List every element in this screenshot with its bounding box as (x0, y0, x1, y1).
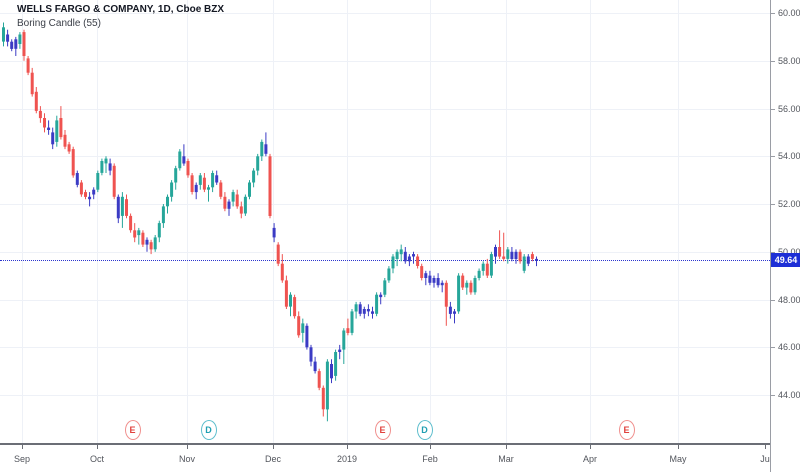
time-label: Feb (422, 454, 438, 464)
symbol-title[interactable]: WELLS FARGO & COMPANY, 1D, Cboe BZX (17, 4, 225, 15)
v-gridline (97, 0, 98, 443)
time-tick (273, 445, 274, 449)
time-tick (187, 445, 188, 449)
v-gridline (187, 0, 188, 443)
time-tick (22, 445, 23, 449)
price-label: 54.00 (778, 151, 800, 162)
v-gridline (678, 0, 679, 443)
h-gridline (0, 108, 770, 110)
price-label: 48.00 (778, 294, 800, 305)
h-gridline (0, 347, 770, 349)
h-gridline (0, 204, 770, 205)
h-gridline (0, 395, 770, 396)
price-label: 50.00 (778, 246, 800, 257)
price-label: 46.00 (778, 342, 800, 353)
time-label: Mar (498, 454, 514, 464)
v-gridline (506, 0, 507, 443)
time-tick (678, 445, 679, 449)
dividend-marker[interactable]: D (200, 420, 217, 440)
h-gridline (0, 299, 770, 301)
time-label: Nov (178, 454, 196, 464)
price-label: 52.00 (778, 199, 800, 209)
h-gridline (0, 251, 770, 253)
dividend-marker[interactable]: D (416, 420, 433, 440)
earnings-marker[interactable]: E (618, 420, 635, 440)
price-tick (771, 204, 775, 205)
price-tick (771, 108, 775, 110)
time-axis[interactable]: Sep Oct Nov Dec 2019 Feb Mar Apr May Ju (0, 443, 800, 474)
v-gridline (273, 0, 274, 443)
price-tick (771, 60, 775, 62)
time-tick (506, 445, 507, 449)
v-gridline (590, 0, 591, 443)
time-label: Apr (582, 454, 598, 464)
time-tick (765, 445, 766, 449)
earnings-marker[interactable]: E (124, 420, 141, 440)
time-tick (430, 445, 431, 449)
time-tick (97, 445, 98, 449)
v-gridline (347, 0, 348, 443)
time-tick (590, 445, 591, 449)
time-label: Oct (89, 454, 105, 464)
price-tick (771, 347, 775, 349)
time-label: Dec (264, 454, 282, 464)
chart-legend: WELLS FARGO & COMPANY, 1D, Cboe BZX Bori… (17, 3, 224, 31)
price-tick (771, 251, 775, 253)
last-price-label: 49.64 (771, 253, 800, 268)
price-label: 56.00 (778, 103, 800, 114)
h-gridline (0, 156, 770, 158)
price-label: 44.00 (778, 390, 800, 400)
indicator-label[interactable]: Boring Candle (55) (17, 18, 101, 29)
v-gridline (22, 0, 23, 443)
price-tick (771, 156, 775, 158)
v-gridline (430, 0, 431, 443)
price-tick (771, 395, 775, 396)
earnings-marker[interactable]: E (374, 420, 391, 440)
price-tick (771, 299, 775, 301)
price-axis[interactable]: 60.00 58.00 56.00 54.00 52.00 50.00 48.00 46.00… (770, 0, 800, 472)
last-price-line (0, 260, 770, 261)
time-label: Sep (13, 454, 31, 464)
h-gridline (0, 60, 770, 62)
time-label: 2019 (336, 454, 358, 464)
time-tick (347, 445, 348, 449)
price-label: 58.00 (778, 55, 800, 66)
time-label: Ju (760, 454, 770, 464)
plot-area[interactable]: WELLS FARGO & COMPANY, 1D, Cboe BZX Bori… (0, 0, 770, 443)
price-label: 60.00 (778, 8, 800, 18)
time-label: May (669, 454, 687, 464)
candlestick-series (2, 22, 538, 422)
h-gridline (0, 13, 770, 14)
price-tick (771, 13, 775, 14)
